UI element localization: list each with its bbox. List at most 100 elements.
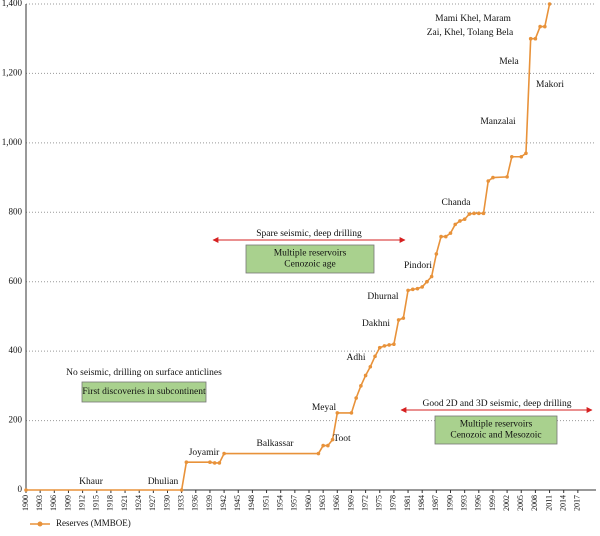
era-label: Spare seismic, deep drilling (256, 229, 362, 239)
data-point (410, 287, 415, 292)
annotation: Dakhni (362, 319, 390, 329)
annotation: Dhurnal (367, 292, 398, 302)
data-point (401, 316, 406, 320)
data-point (481, 211, 486, 216)
annotation: Meyal (312, 403, 337, 413)
x-tick-label: 1903 (35, 495, 44, 511)
data-point (472, 211, 476, 216)
x-tick-label: 1906 (49, 495, 58, 511)
x-tick-label: 1972 (360, 495, 369, 511)
data-point (505, 175, 509, 179)
era-box-text: Multiple reservoirs (274, 249, 347, 259)
data-point (443, 234, 448, 239)
x-tick-label: 1978 (389, 495, 398, 511)
data-point (439, 234, 443, 239)
series-line (26, 3, 551, 491)
data-point (528, 36, 533, 41)
data-point (330, 437, 335, 442)
x-tick-label: 1924 (134, 495, 143, 511)
data-point (184, 460, 189, 465)
y-tick-label: 1,400 (2, 0, 23, 8)
data-point (510, 154, 514, 159)
annotation: Joyamir (189, 448, 220, 458)
x-tick-label: 1984 (417, 495, 426, 511)
x-tick-label: 1951 (261, 495, 270, 511)
data-point (458, 219, 462, 223)
x-tick-label: 1993 (459, 495, 468, 511)
annotation: Mela (499, 57, 519, 67)
data-point (363, 373, 368, 378)
data-point (382, 344, 387, 348)
data-point (543, 24, 547, 29)
x-tick-label: 1918 (106, 495, 115, 511)
x-tick-label: 1954 (276, 495, 285, 511)
x-tick-label: 1969 (346, 495, 355, 511)
annotation: Dhulian (148, 477, 179, 487)
data-point (335, 411, 340, 415)
data-point (434, 252, 439, 256)
data-point (429, 274, 434, 279)
era-box-text: Cenozoic age (284, 260, 335, 270)
data-point (321, 443, 325, 448)
annotation: Adhi (347, 353, 366, 363)
era-box (245, 244, 375, 274)
x-tick-label: 1927 (148, 495, 157, 511)
x-tick-label: 2002 (502, 495, 511, 511)
data-point (24, 488, 28, 492)
annotation: Khaur (79, 477, 104, 487)
x-tick-label: 2014 (559, 495, 568, 511)
x-tick-label: 1912 (77, 495, 86, 511)
data-point (406, 288, 410, 293)
x-tick-label: 2005 (516, 495, 525, 511)
x-tick-label: 2017 (573, 495, 582, 511)
data-point (377, 345, 382, 350)
x-tick-label: 1942 (219, 495, 228, 511)
x-tick-label: 1900 (21, 495, 30, 511)
x-tick-label: 1957 (290, 495, 299, 511)
data-point (420, 285, 425, 289)
data-point (368, 364, 373, 369)
x-tick-label: 1930 (162, 495, 171, 511)
annotation: Zai, Khel, Tolang Bela (427, 28, 514, 38)
data-point (316, 451, 321, 456)
x-tick-label: 1936 (191, 495, 200, 511)
data-point (477, 211, 481, 216)
annotation: Chanda (441, 198, 471, 208)
data-point (524, 151, 528, 156)
y-tick-label: 1,200 (2, 67, 23, 77)
x-tick-label: 1945 (233, 495, 242, 511)
data-point (373, 354, 377, 359)
data-point (222, 451, 226, 456)
data-point (486, 179, 491, 183)
era-box (81, 381, 207, 403)
era-box-text: Cenozoic and Mesozoic (450, 431, 541, 441)
annotation: Mami Khel, Maram (435, 14, 511, 24)
x-tick-label: 1987 (431, 495, 440, 511)
x-tick-label: 2008 (530, 495, 539, 511)
era-box-text: Multiple reservoirs (460, 420, 533, 430)
data-point (538, 24, 542, 29)
data-point (217, 461, 222, 465)
x-tick-label: 1981 (403, 495, 412, 511)
legend-marker (37, 521, 43, 527)
data-point (519, 154, 524, 159)
annotation: Balkassar (257, 439, 295, 449)
y-tick-label: 600 (9, 276, 23, 286)
data-point (425, 279, 429, 284)
data-point (491, 175, 495, 180)
annotation: Manzalai (480, 117, 516, 127)
y-tick-label: 1,000 (2, 137, 23, 147)
y-tick-label: 800 (9, 206, 23, 216)
x-tick-label: 1966 (332, 495, 341, 511)
data-point (396, 318, 401, 322)
data-point (179, 488, 184, 492)
data-point (349, 411, 354, 415)
annotation: Toot (333, 434, 351, 444)
x-tick-label: 1921 (120, 495, 129, 511)
data-point (326, 443, 330, 448)
data-point (212, 461, 217, 465)
data-point (354, 396, 358, 400)
x-tick-label: 2011 (544, 495, 553, 511)
era-box (434, 415, 558, 445)
